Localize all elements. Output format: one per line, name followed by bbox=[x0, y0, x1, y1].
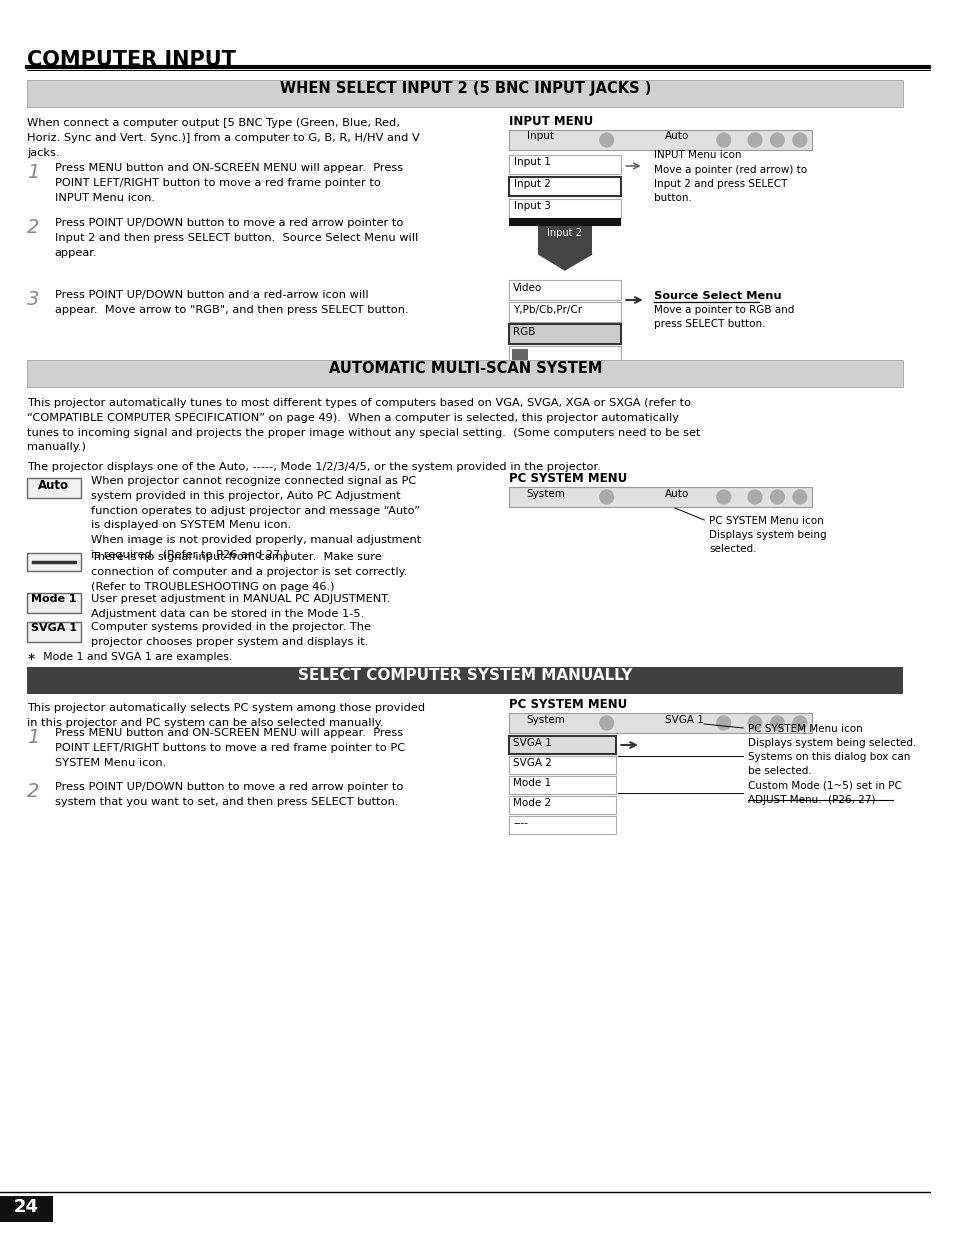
Text: INPUT Menu icon: INPUT Menu icon bbox=[653, 149, 740, 161]
Circle shape bbox=[599, 490, 613, 504]
Text: Input 2: Input 2 bbox=[547, 228, 581, 238]
Circle shape bbox=[747, 490, 761, 504]
Text: 2: 2 bbox=[28, 219, 40, 237]
Text: SVGA 1: SVGA 1 bbox=[513, 739, 552, 748]
Text: Move a pointer (red arrow) to
Input 2 and press SELECT
button.: Move a pointer (red arrow) to Input 2 an… bbox=[653, 165, 806, 203]
Circle shape bbox=[599, 716, 613, 730]
Circle shape bbox=[770, 490, 783, 504]
Text: System: System bbox=[526, 715, 565, 725]
FancyBboxPatch shape bbox=[509, 219, 620, 226]
Text: Auto: Auto bbox=[664, 489, 689, 499]
FancyBboxPatch shape bbox=[28, 553, 81, 571]
FancyBboxPatch shape bbox=[28, 359, 902, 387]
FancyBboxPatch shape bbox=[509, 346, 620, 366]
Text: Mode 2: Mode 2 bbox=[513, 798, 551, 808]
Circle shape bbox=[717, 133, 730, 147]
Text: Auto: Auto bbox=[38, 479, 69, 492]
Text: SVGA 1: SVGA 1 bbox=[664, 715, 703, 725]
FancyBboxPatch shape bbox=[509, 713, 811, 734]
Text: Systems on this dialog box can
be selected.: Systems on this dialog box can be select… bbox=[747, 752, 909, 776]
Text: Mode 1: Mode 1 bbox=[513, 778, 551, 788]
Text: Mode 1: Mode 1 bbox=[30, 594, 76, 604]
Text: Input 3: Input 3 bbox=[514, 201, 550, 211]
FancyBboxPatch shape bbox=[509, 303, 620, 322]
Text: This projector automatically tunes to most different types of computers based on: This projector automatically tunes to mo… bbox=[28, 398, 700, 452]
Text: User preset adjustment in MANUAL PC ADJUSTMENT.
Adjustment data can be stored in: User preset adjustment in MANUAL PC ADJU… bbox=[91, 594, 390, 619]
Text: INPUT MENU: INPUT MENU bbox=[509, 115, 593, 128]
Text: This projector automatically selects PC system among those provided
in this proj: This projector automatically selects PC … bbox=[28, 703, 425, 727]
Text: 3: 3 bbox=[28, 290, 40, 309]
Text: The projector displays one of the Auto, -----, Mode 1/2/3/4/5, or the system pro: The projector displays one of the Auto, … bbox=[28, 462, 600, 472]
FancyBboxPatch shape bbox=[509, 280, 620, 300]
Text: Move a pointer to RGB and
press SELECT button.: Move a pointer to RGB and press SELECT b… bbox=[653, 305, 793, 329]
Text: Press POINT UP/DOWN button and a red-arrow icon will
appear.  Move arrow to "RGB: Press POINT UP/DOWN button and a red-arr… bbox=[54, 290, 408, 315]
Text: WHEN SELECT INPUT 2 (5 BNC INPUT JACKS ): WHEN SELECT INPUT 2 (5 BNC INPUT JACKS ) bbox=[279, 82, 650, 96]
Text: Input 2: Input 2 bbox=[514, 179, 550, 189]
Circle shape bbox=[747, 133, 761, 147]
FancyBboxPatch shape bbox=[509, 756, 616, 774]
Text: Computer systems provided in the projector. The
projector chooses proper system : Computer systems provided in the project… bbox=[91, 622, 371, 647]
Text: Press POINT UP/DOWN button to move a red arrow pointer to
Input 2 and then press: Press POINT UP/DOWN button to move a red… bbox=[54, 219, 417, 258]
FancyBboxPatch shape bbox=[509, 130, 811, 149]
Text: System: System bbox=[526, 489, 565, 499]
Circle shape bbox=[792, 490, 806, 504]
Text: Auto: Auto bbox=[664, 131, 689, 141]
FancyBboxPatch shape bbox=[28, 622, 81, 642]
FancyBboxPatch shape bbox=[28, 593, 81, 613]
FancyBboxPatch shape bbox=[509, 199, 620, 219]
Text: 24: 24 bbox=[13, 1198, 39, 1216]
Text: Custom Mode (1~5) set in PC
ADJUST Menu.  (P26, 27): Custom Mode (1~5) set in PC ADJUST Menu.… bbox=[747, 781, 902, 805]
Circle shape bbox=[717, 490, 730, 504]
Circle shape bbox=[770, 133, 783, 147]
Text: Video: Video bbox=[513, 283, 541, 293]
Text: 1: 1 bbox=[28, 727, 40, 747]
Text: Y,Pb/Cb,Pr/Cr: Y,Pb/Cb,Pr/Cr bbox=[513, 305, 581, 315]
Polygon shape bbox=[537, 254, 592, 270]
Circle shape bbox=[717, 716, 730, 730]
Text: Press POINT UP/DOWN button to move a red arrow pointer to
system that you want t: Press POINT UP/DOWN button to move a red… bbox=[54, 782, 402, 806]
FancyBboxPatch shape bbox=[28, 667, 902, 694]
Text: Press MENU button and ON-SCREEN MENU will appear.  Press
POINT LEFT/RIGHT button: Press MENU button and ON-SCREEN MENU wil… bbox=[54, 163, 402, 203]
Circle shape bbox=[747, 716, 761, 730]
Circle shape bbox=[792, 133, 806, 147]
FancyBboxPatch shape bbox=[0, 1195, 52, 1221]
Text: RGB: RGB bbox=[513, 327, 535, 337]
Text: PC SYSTEM Menu icon
Displays system being selected.: PC SYSTEM Menu icon Displays system bein… bbox=[747, 724, 916, 748]
Circle shape bbox=[770, 716, 783, 730]
FancyBboxPatch shape bbox=[509, 487, 811, 508]
FancyBboxPatch shape bbox=[509, 797, 616, 814]
Text: PC SYSTEM MENU: PC SYSTEM MENU bbox=[509, 472, 627, 485]
Text: PC SYSTEM Menu icon
Displays system being
selected.: PC SYSTEM Menu icon Displays system bein… bbox=[708, 516, 826, 555]
Text: When projector cannot recognize connected signal as PC
system provided in this p: When projector cannot recognize connecte… bbox=[91, 475, 420, 559]
Text: When connect a computer output [5 BNC Type (Green, Blue, Red,
Horiz. Sync and Ve: When connect a computer output [5 BNC Ty… bbox=[28, 119, 419, 158]
Text: SVGA 1: SVGA 1 bbox=[30, 622, 76, 634]
FancyBboxPatch shape bbox=[509, 324, 620, 345]
Text: AUTOMATIC MULTI-SCAN SYSTEM: AUTOMATIC MULTI-SCAN SYSTEM bbox=[328, 361, 601, 375]
FancyBboxPatch shape bbox=[512, 350, 527, 363]
FancyBboxPatch shape bbox=[509, 816, 616, 834]
Text: COMPUTER INPUT: COMPUTER INPUT bbox=[28, 49, 236, 70]
FancyBboxPatch shape bbox=[509, 776, 616, 794]
FancyBboxPatch shape bbox=[509, 156, 620, 174]
Text: PC SYSTEM MENU: PC SYSTEM MENU bbox=[509, 698, 627, 711]
Text: Input 1: Input 1 bbox=[514, 157, 550, 167]
Circle shape bbox=[792, 716, 806, 730]
Text: Press MENU button and ON-SCREEN MENU will appear.  Press
POINT LEFT/RIGHT button: Press MENU button and ON-SCREEN MENU wil… bbox=[54, 727, 404, 768]
Text: SELECT COMPUTER SYSTEM MANUALLY: SELECT COMPUTER SYSTEM MANUALLY bbox=[297, 668, 632, 683]
Text: ∗  Mode 1 and SVGA 1 are examples.: ∗ Mode 1 and SVGA 1 are examples. bbox=[28, 652, 233, 662]
Text: There is no signal input from computer.  Make sure
connection of computer and a : There is no signal input from computer. … bbox=[91, 552, 407, 592]
FancyBboxPatch shape bbox=[537, 226, 592, 254]
FancyBboxPatch shape bbox=[509, 177, 620, 196]
FancyBboxPatch shape bbox=[28, 478, 81, 498]
FancyBboxPatch shape bbox=[509, 736, 616, 755]
Text: 1: 1 bbox=[28, 163, 40, 182]
Text: Source Select Menu: Source Select Menu bbox=[653, 291, 781, 301]
Text: 2: 2 bbox=[28, 782, 40, 802]
FancyBboxPatch shape bbox=[28, 80, 902, 107]
Text: SVGA 2: SVGA 2 bbox=[513, 758, 552, 768]
Circle shape bbox=[599, 133, 613, 147]
Text: Input: Input bbox=[526, 131, 553, 141]
Text: ----: ---- bbox=[513, 818, 528, 827]
